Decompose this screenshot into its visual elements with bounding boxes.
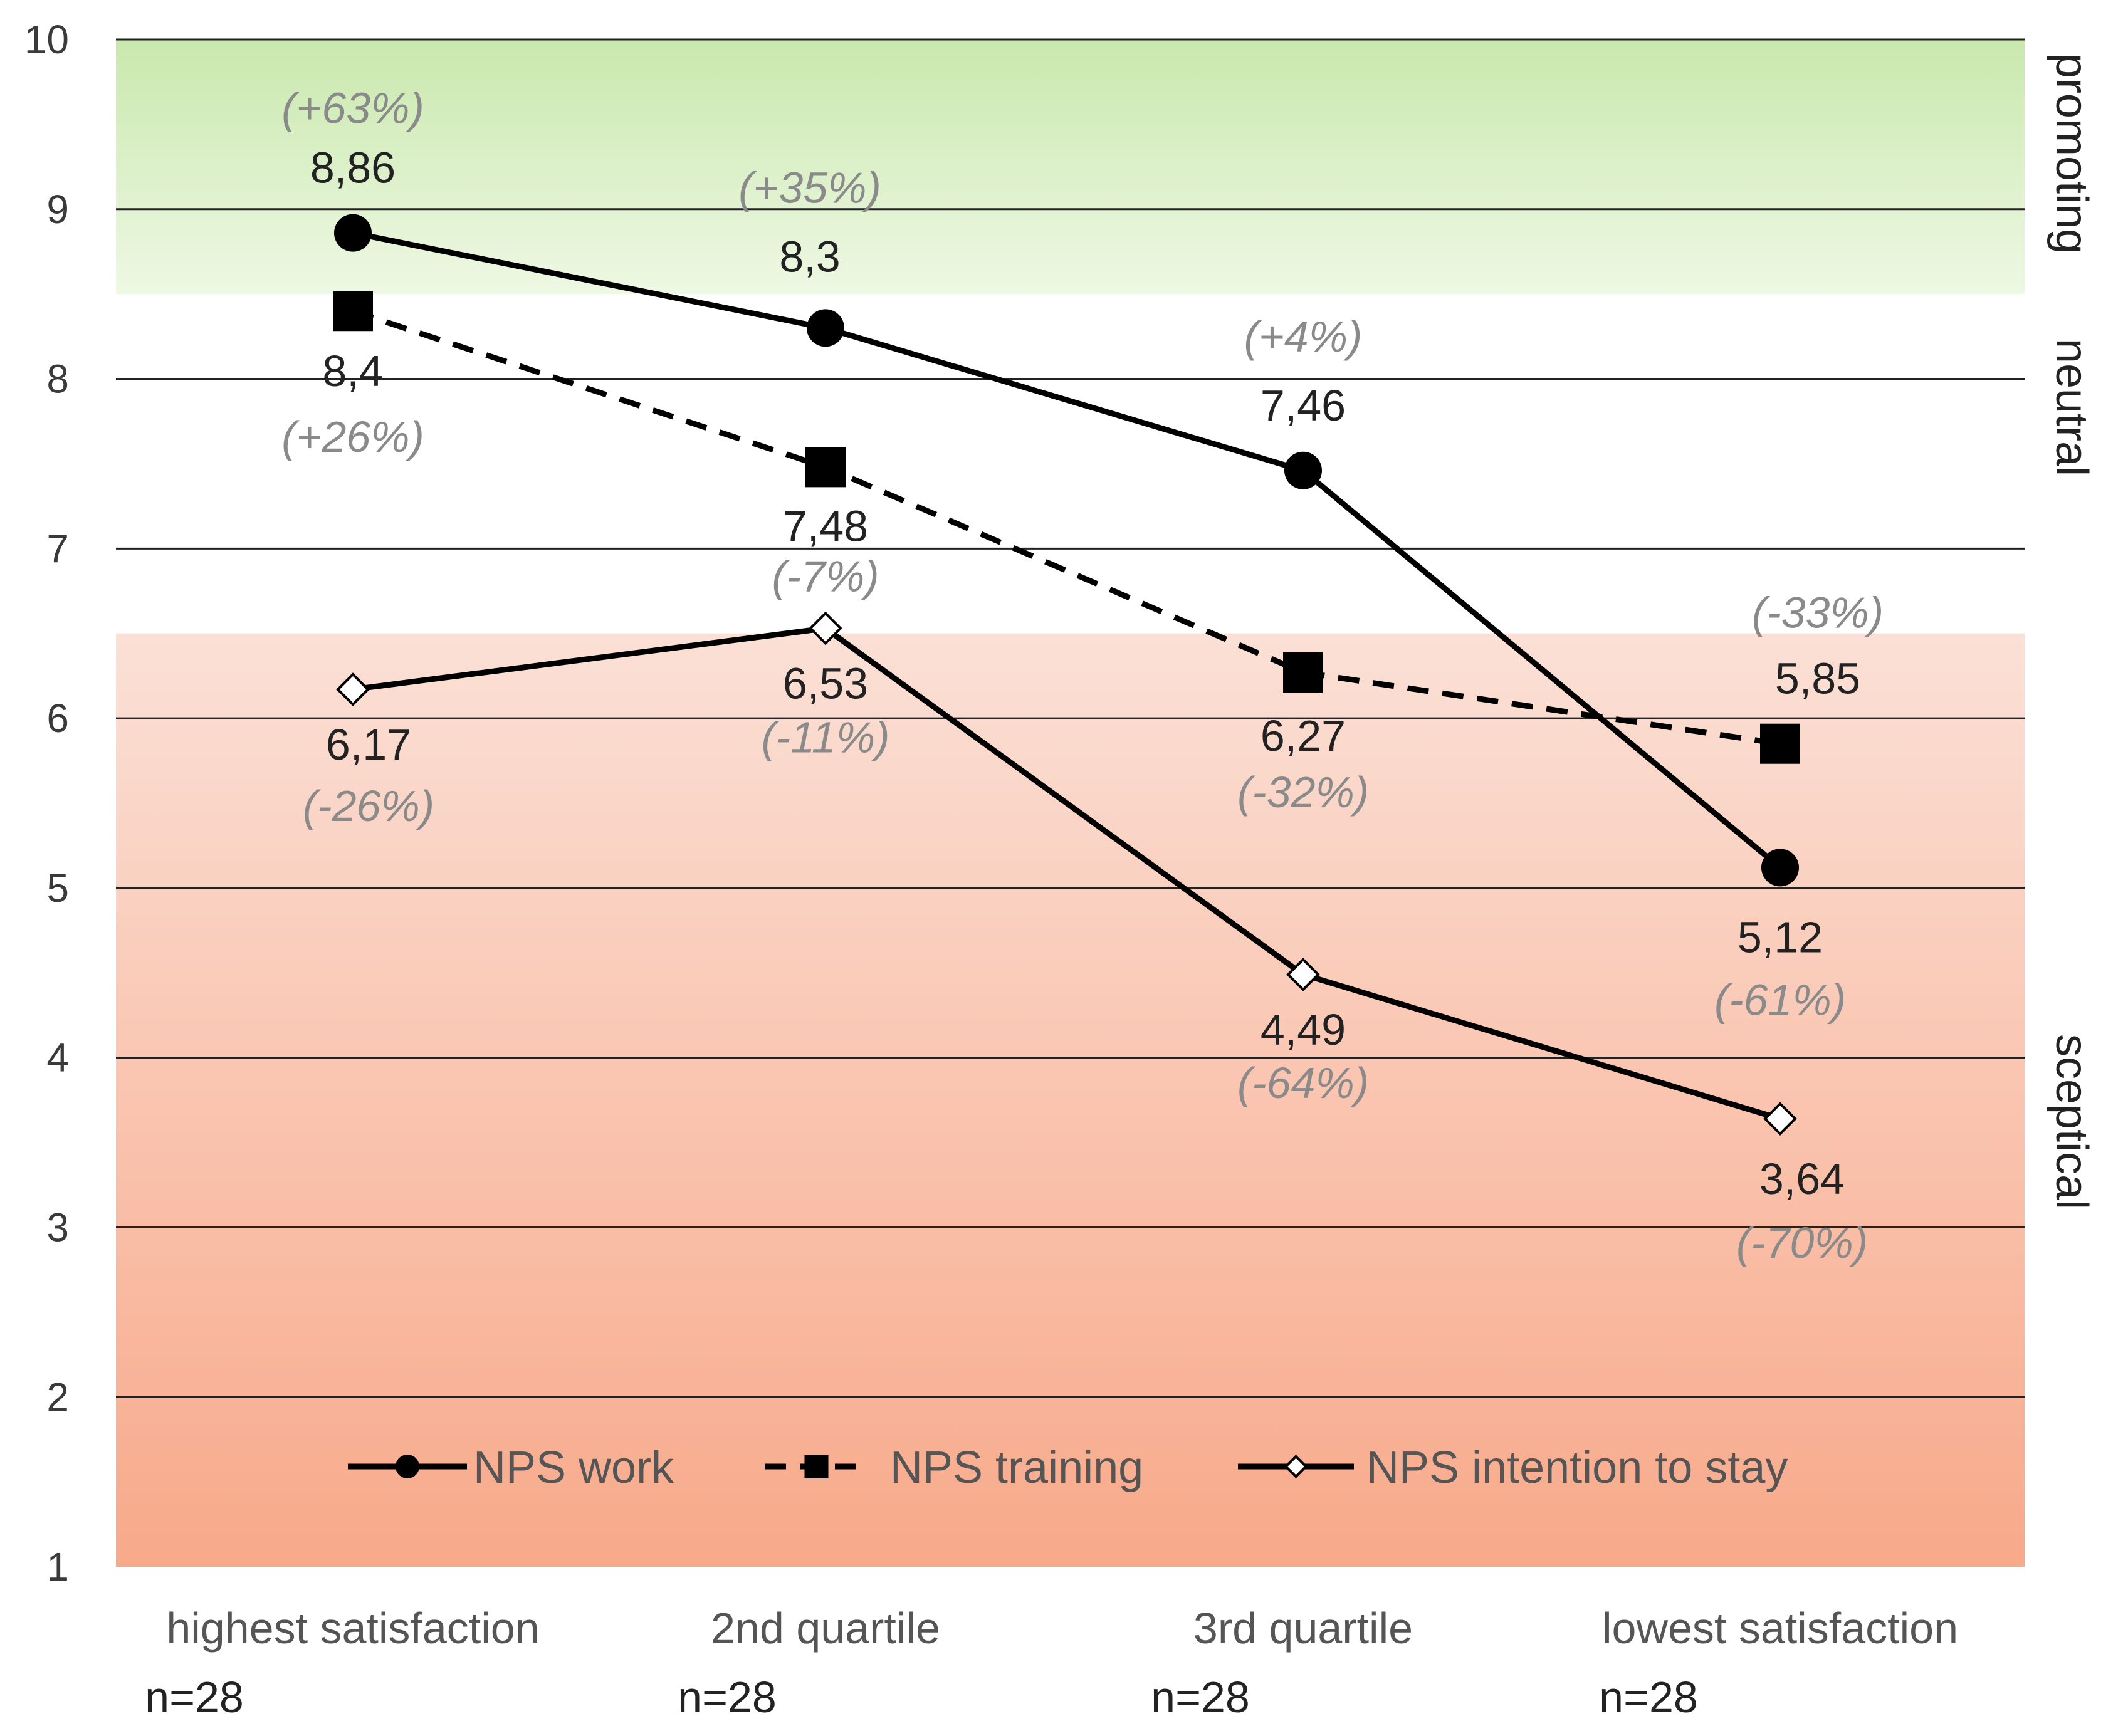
x-category-label-3rd-quartile: 3rd quartile [1193,1604,1413,1653]
series-nps-work [334,214,1799,887]
point-nps-work-3rd-quartile [1284,451,1322,489]
y-tick-label-10: 10 [24,17,69,62]
value-label-nps-work-3rd-quartile: 7,46 [1261,381,1346,430]
pct-label-nps-work-lowest-satisfaction: (-61%) [1714,975,1846,1024]
point-nps-work-2nd-quartile [807,309,844,347]
value-label-nps-work-2nd-quartile: 8,3 [779,232,840,281]
series [333,214,1800,1136]
point-nps-training-3rd-quartile [1283,652,1323,693]
y-axis-ticks: 1 2 3 4 5 6 7 8 9 10 [24,17,69,1589]
point-nps-training-lowest-satisfaction [1760,723,1800,764]
pct-label-nps-intention-to-stay-highest-satisfaction: (-26%) [303,782,434,830]
y-tick-label-8: 8 [46,357,69,402]
point-nps-work-highest-satisfaction [334,214,372,252]
pct-label-nps-work-2nd-quartile: (+35%) [738,163,881,212]
pct-label-nps-training-highest-satisfaction: (+26%) [281,412,424,461]
legend-marker-nps-intention-to-stay [1284,1455,1308,1478]
value-label-nps-training-3rd-quartile: 6,27 [1261,711,1346,760]
zone-band-neutral [116,294,2025,634]
y-tick-label-6: 6 [46,696,69,741]
y-tick-label-7: 7 [46,526,69,571]
value-label-nps-training-2nd-quartile: 7,48 [783,501,868,550]
pct-label-nps-work-highest-satisfaction: (+63%) [281,84,424,133]
point-nps-intention-to-stay-lowest-satisfaction [1763,1102,1797,1136]
y-tick-label-3: 3 [46,1205,69,1250]
value-label-nps-training-highest-satisfaction: 8,4 [322,347,383,395]
point-nps-work-lowest-satisfaction [1761,849,1799,887]
point-nps-intention-to-stay-2nd-quartile [809,611,842,646]
series-line-nps-intention-to-stay [352,625,1781,1122]
zone-band-sceptical [116,633,2025,1567]
y-tick-label-5: 5 [46,865,69,911]
sample-size-3rd-quartile: n=28 [1151,1673,1250,1722]
legend-label-nps-training: NPS training [890,1443,1143,1493]
value-label-nps-intention-to-stay-highest-satisfaction: 6,17 [326,720,411,769]
point-nps-intention-to-stay-highest-satisfaction [336,672,370,706]
y-tick-label-2: 2 [46,1374,69,1420]
pct-label-nps-intention-to-stay-lowest-satisfaction: (-70%) [1736,1218,1868,1267]
pct-label-nps-training-2nd-quartile: (-7%) [772,552,879,600]
gridlines [116,38,2025,1398]
pct-label-nps-training-3rd-quartile: (-32%) [1237,768,1369,817]
zone-label-promoting: promoting [2047,53,2097,254]
series-nps-intention-to-stay [336,611,1797,1136]
legend: NPS work NPS training NPS intention to sta… [348,1443,1788,1493]
point-nps-training-2nd-quartile [805,447,846,488]
zone-labels: promoting neutral sceptical [2047,53,2097,1210]
y-tick-label-9: 9 [46,187,69,232]
x-category-label-highest-satisfaction: highest satisfaction [166,1604,539,1653]
value-label-nps-work-highest-satisfaction: 8,86 [310,144,396,192]
zone-band-promoting [116,39,2025,295]
sample-size-highest-satisfaction: n=28 [145,1673,244,1722]
pct-label-nps-work-3rd-quartile: (+4%) [1244,312,1363,361]
point-nps-training-highest-satisfaction [333,291,373,332]
y-tick-label-1: 1 [46,1544,69,1589]
value-label-nps-training-lowest-satisfaction: 5,85 [1775,654,1860,703]
sample-size-2nd-quartile: n=28 [678,1673,777,1722]
series-line-nps-training [352,308,1781,747]
data-labels: 8,86 (+63%) 8,3 (+35%) 7,46 (+4%) 5,12 (-61%) 8,… [281,84,1884,1267]
zone-label-sceptical: sceptical [2047,1034,2097,1210]
value-label-nps-intention-to-stay-2nd-quartile: 6,53 [783,659,868,708]
point-nps-intention-to-stay-3rd-quartile [1286,958,1320,991]
x-category-label-lowest-satisfaction: lowest satisfaction [1602,1604,1958,1653]
pct-label-nps-intention-to-stay-3rd-quartile: (-64%) [1237,1059,1369,1107]
series-line-nps-work [352,230,1782,870]
zone-label-neutral: neutral [2047,338,2097,476]
legend-marker-nps-training [804,1455,829,1478]
legend-item-nps-work: NPS work [348,1443,674,1493]
x-axis-categories: highest satisfaction n=28 2nd quartile n=28… [145,1604,1958,1722]
series-nps-training [333,291,1800,764]
value-label-nps-intention-to-stay-lowest-satisfaction: 3,64 [1759,1154,1845,1203]
legend-label-nps-work: NPS work [473,1443,674,1493]
y-tick-label-4: 4 [46,1035,69,1080]
x-category-label-2nd-quartile: 2nd quartile [711,1604,940,1653]
zone-bands [116,39,2025,1567]
pct-label-nps-training-lowest-satisfaction: (-33%) [1752,588,1884,637]
sample-size-lowest-satisfaction: n=28 [1599,1673,1698,1722]
legend-marker-nps-work [396,1455,419,1478]
legend-item-nps-intention-to-stay: NPS intention to stay [1238,1443,1788,1493]
value-label-nps-work-lowest-satisfaction: 5,12 [1738,912,1823,961]
legend-label-nps-intention-to-stay: NPS intention to stay [1366,1443,1788,1493]
pct-label-nps-intention-to-stay-2nd-quartile: (-11%) [762,713,890,762]
legend-item-nps-training: NPS training [765,1443,1143,1493]
value-label-nps-intention-to-stay-3rd-quartile: 4,49 [1261,1005,1346,1054]
